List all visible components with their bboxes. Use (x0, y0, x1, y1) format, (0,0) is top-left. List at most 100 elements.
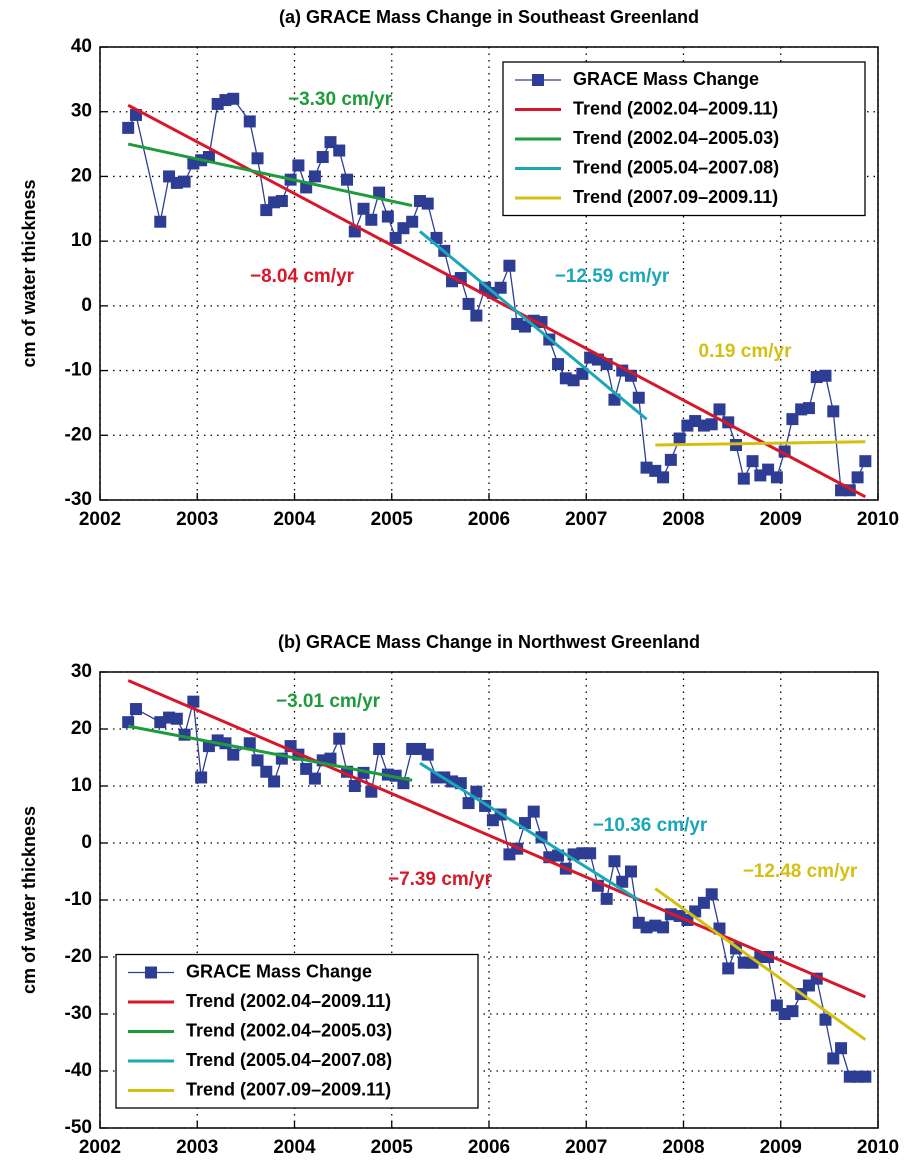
annotation: −12.48 cm/yr (743, 861, 858, 882)
data-marker (462, 797, 475, 810)
data-marker (494, 281, 507, 294)
annotation: −3.30 cm/yr (288, 89, 393, 110)
x-tick-label: 2002 (79, 1137, 121, 1158)
plot-frame (99, 671, 879, 1129)
legend-label: Trend (2007.09–2009.11) (186, 1079, 391, 1099)
data-marker (632, 391, 645, 404)
trend-line (127, 724, 413, 782)
y-axis-label: cm of water thickness (19, 806, 39, 994)
data-marker (195, 771, 208, 784)
data-marker (243, 737, 256, 750)
y-axis-label: cm of water thickness (19, 179, 39, 367)
legend-label: Trend (2005.04–2007.08) (573, 157, 779, 177)
data-marker (129, 703, 142, 716)
legend-label: Trend (2007.09–2009.11) (573, 187, 778, 207)
data-marker (657, 471, 670, 484)
data-marker (373, 186, 386, 199)
trend-line (419, 761, 640, 902)
y-tick-label: 20 (71, 165, 92, 186)
data-marker (421, 197, 434, 210)
data-marker (851, 471, 864, 484)
y-tick-label: 0 (81, 295, 92, 316)
data-marker (275, 195, 288, 208)
data-marker (357, 202, 370, 215)
data-marker (251, 152, 264, 165)
trend-line (127, 142, 413, 208)
data-marker (462, 297, 475, 310)
data-marker (324, 752, 337, 765)
trend-line (654, 887, 867, 1041)
legend-label: GRACE Mass Change (186, 961, 372, 981)
x-tick-label: 2006 (468, 509, 510, 530)
data-marker (348, 780, 361, 792)
plot (122, 679, 872, 1083)
data-marker (819, 369, 832, 382)
legend-marker (532, 74, 544, 86)
x-tick-label: 2010 (857, 509, 899, 530)
data-marker (746, 455, 759, 468)
data-marker (178, 175, 191, 188)
data-marker (122, 121, 135, 134)
data-marker (827, 405, 840, 418)
data-marker (308, 170, 321, 183)
y-tick-label: -50 (65, 1117, 92, 1138)
data-marker (470, 785, 483, 798)
data-marker (770, 471, 783, 484)
plot-frame (99, 46, 879, 501)
legend-label: Trend (2002.04–2009.11) (186, 991, 391, 1011)
data-marker (308, 772, 321, 785)
data-marker (584, 847, 597, 860)
x-tick-label: 2005 (371, 509, 414, 530)
data-marker (381, 210, 394, 223)
data-marker (624, 865, 637, 878)
data-marker (227, 748, 240, 761)
y-tick-label: 40 (71, 36, 92, 57)
chart-title: (a) GRACE Mass Change in Southeast Green… (279, 7, 699, 27)
data-marker (859, 455, 872, 468)
y-tick-label: -20 (65, 946, 92, 967)
annotation: 0.19 cm/yr (699, 341, 793, 362)
legend-label: Trend (2002.04–2005.03) (186, 1020, 392, 1040)
annotation: −7.39 cm/yr (388, 869, 493, 890)
data-marker (673, 432, 686, 445)
x-tick-label: 2009 (760, 1137, 802, 1158)
legend-label: GRACE Mass Change (573, 69, 759, 89)
data-marker (187, 695, 200, 708)
legend-marker (145, 966, 157, 979)
data-marker (243, 115, 256, 128)
data-marker (600, 892, 613, 905)
y-tick-label: 20 (71, 718, 92, 739)
data-marker (657, 921, 670, 934)
x-tick-label: 2009 (760, 509, 802, 530)
data-marker (827, 1052, 840, 1065)
x-tick-label: 2003 (176, 1137, 218, 1158)
data-marker (292, 159, 305, 172)
data-marker (664, 453, 677, 466)
x-tick-label: 2008 (662, 1137, 704, 1158)
data-marker (527, 805, 540, 818)
data-marker (300, 762, 313, 775)
annotation: −3.01 cm/yr (276, 691, 381, 712)
y-tick-label: -10 (65, 889, 92, 910)
trend-line (127, 679, 866, 999)
data-marker (786, 413, 799, 426)
chart-title: (b) GRACE Mass Change in Northwest Green… (278, 632, 700, 652)
data-marker (713, 403, 726, 416)
data-marker (406, 215, 419, 228)
x-tick-label: 2008 (662, 509, 704, 530)
y-tick-label: -30 (65, 489, 92, 510)
y-tick-label: -30 (65, 1003, 92, 1024)
annotation: −12.59 cm/yr (555, 266, 670, 287)
data-marker (835, 1042, 848, 1055)
legend-label: Trend (2002.04–2009.11) (573, 98, 778, 118)
x-tick-label: 2004 (273, 1137, 316, 1158)
data-marker (170, 712, 183, 725)
legend-label: Trend (2005.04–2007.08) (186, 1050, 392, 1070)
data-marker (705, 418, 718, 431)
data-marker (859, 1070, 872, 1083)
y-tick-label: 30 (71, 101, 92, 122)
data-marker (786, 1005, 799, 1018)
data-marker (470, 309, 483, 322)
data-marker (819, 1013, 832, 1026)
